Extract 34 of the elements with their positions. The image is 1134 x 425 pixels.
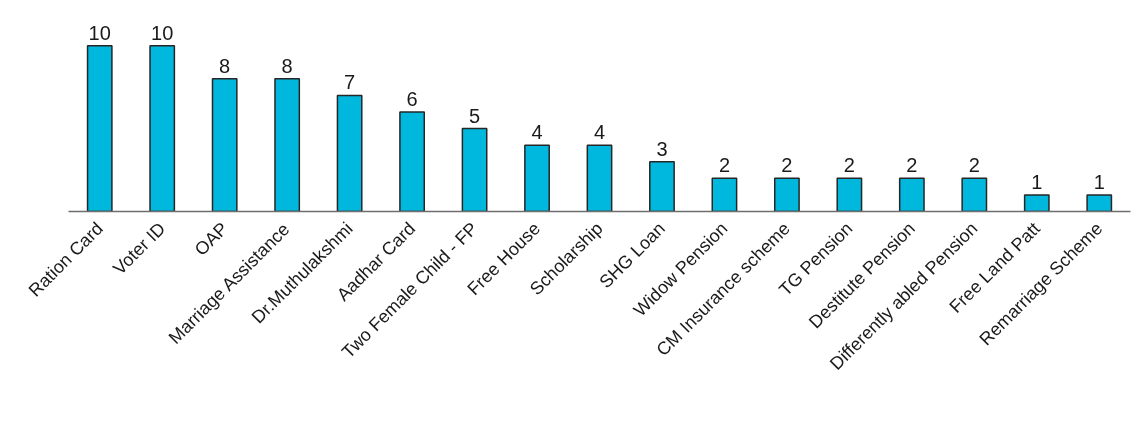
bar bbox=[1086, 194, 1113, 212]
data-label: 8 bbox=[281, 54, 293, 77]
bar bbox=[461, 127, 488, 212]
bar bbox=[211, 78, 238, 212]
bar bbox=[649, 161, 675, 212]
bar bbox=[149, 44, 176, 212]
data-label: 6 bbox=[406, 88, 418, 110]
data-label: 4 bbox=[593, 121, 606, 144]
data-label: 5 bbox=[469, 104, 481, 127]
bar bbox=[274, 78, 301, 212]
data-label: 2 bbox=[906, 154, 918, 177]
data-label: 2 bbox=[718, 154, 730, 177]
bar bbox=[898, 177, 925, 212]
data-label: 10 bbox=[88, 21, 111, 44]
data-label: 2 bbox=[968, 154, 980, 177]
bar bbox=[399, 111, 426, 212]
bar bbox=[961, 177, 988, 212]
data-label: 10 bbox=[151, 21, 174, 44]
bar bbox=[711, 177, 738, 212]
data-label: 1 bbox=[1093, 170, 1105, 193]
data-label: 8 bbox=[219, 54, 231, 77]
data-label: 4 bbox=[531, 121, 543, 144]
data-label: 3 bbox=[656, 137, 668, 160]
bar bbox=[836, 177, 863, 212]
data-label: 7 bbox=[344, 71, 356, 94]
data-label: 2 bbox=[843, 154, 855, 177]
data-label: 2 bbox=[781, 154, 793, 177]
bar bbox=[1023, 194, 1050, 212]
bar bbox=[773, 177, 800, 212]
bar bbox=[524, 144, 550, 212]
bar bbox=[86, 44, 113, 212]
bar bbox=[586, 144, 613, 212]
bar bbox=[336, 94, 363, 212]
data-label: 1 bbox=[1031, 170, 1043, 193]
